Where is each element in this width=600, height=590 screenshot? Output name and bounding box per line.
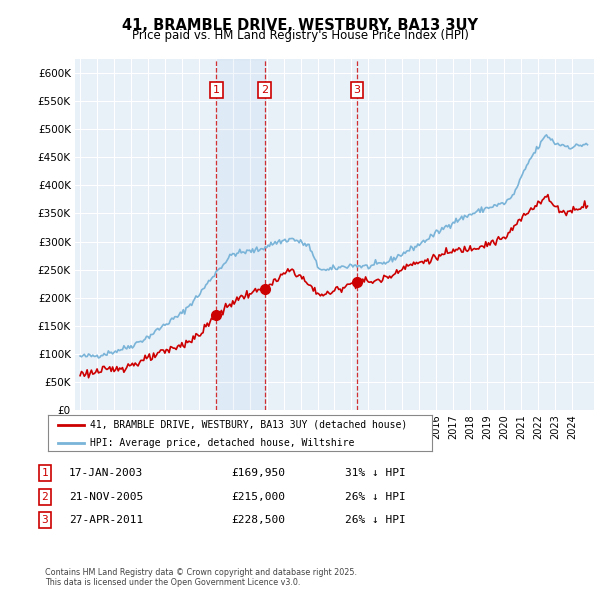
Text: 41, BRAMBLE DRIVE, WESTBURY, BA13 3UY (detached house): 41, BRAMBLE DRIVE, WESTBURY, BA13 3UY (d… [90, 419, 407, 430]
Text: Contains HM Land Registry data © Crown copyright and database right 2025.
This d: Contains HM Land Registry data © Crown c… [45, 568, 357, 587]
Text: Price paid vs. HM Land Registry's House Price Index (HPI): Price paid vs. HM Land Registry's House … [131, 30, 469, 42]
Text: £215,000: £215,000 [231, 492, 285, 502]
Bar [217, 59, 265, 410]
Text: 3: 3 [41, 516, 49, 525]
Text: 2: 2 [261, 85, 268, 95]
Text: £169,950: £169,950 [231, 468, 285, 478]
Text: 1: 1 [41, 468, 49, 478]
Text: 21-NOV-2005: 21-NOV-2005 [69, 492, 143, 502]
Text: 26% ↓ HPI: 26% ↓ HPI [345, 516, 406, 525]
Text: £228,500: £228,500 [231, 516, 285, 525]
Bar [265, 59, 357, 410]
Text: HPI: Average price, detached house, Wiltshire: HPI: Average price, detached house, Wilt… [90, 438, 355, 448]
Text: 41, BRAMBLE DRIVE, WESTBURY, BA13 3UY: 41, BRAMBLE DRIVE, WESTBURY, BA13 3UY [122, 18, 478, 32]
Text: 2: 2 [41, 492, 49, 502]
Text: 3: 3 [353, 85, 361, 95]
Text: 1: 1 [213, 85, 220, 95]
Text: 26% ↓ HPI: 26% ↓ HPI [345, 492, 406, 502]
Text: 27-APR-2011: 27-APR-2011 [69, 516, 143, 525]
Text: 31% ↓ HPI: 31% ↓ HPI [345, 468, 406, 478]
Text: 17-JAN-2003: 17-JAN-2003 [69, 468, 143, 478]
